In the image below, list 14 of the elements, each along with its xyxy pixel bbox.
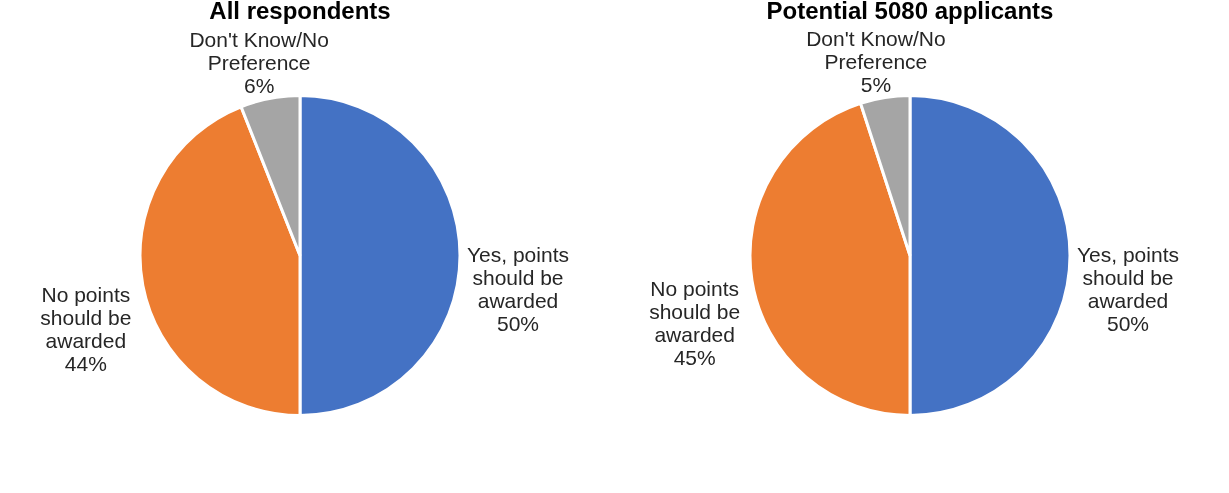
- data-label: 6%: [243, 74, 275, 98]
- data-label: 5%: [860, 73, 892, 97]
- slice-label: Yes, points should be awarded: [1077, 242, 1179, 312]
- chart-title: All respondents: [209, 0, 391, 24]
- slice-label: Don't Know/No Preference: [189, 28, 329, 75]
- data-label: 50%: [1106, 311, 1150, 335]
- slice-label: Yes, points should be awarded: [467, 242, 569, 312]
- slice-label: No points should be awarded: [649, 276, 741, 346]
- data-label: 45%: [673, 345, 716, 369]
- slice-label: No points should be awarded: [40, 283, 132, 353]
- data-label: 50%: [496, 311, 540, 335]
- slice-label: Don't Know/No Preference: [806, 27, 946, 74]
- chart-title: Potential 5080 applicants: [766, 0, 1054, 24]
- data-label: 44%: [64, 352, 107, 376]
